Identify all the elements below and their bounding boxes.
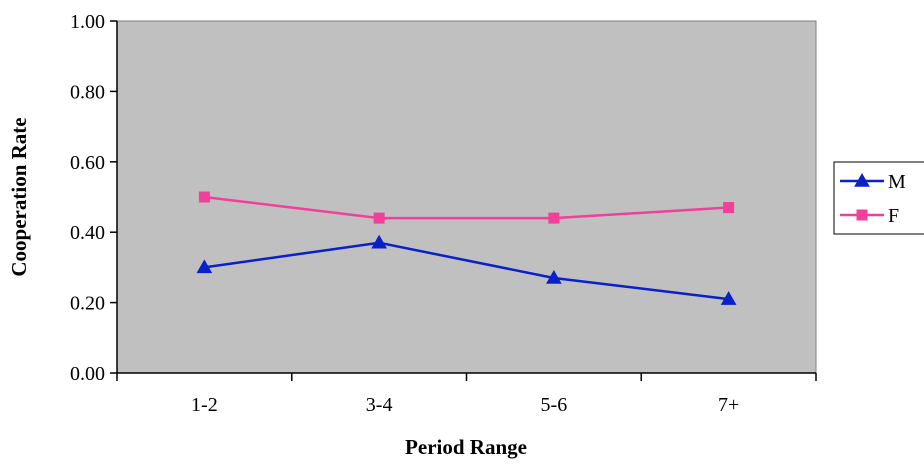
legend-box — [833, 161, 924, 235]
legend-marker-f — [856, 209, 868, 221]
y-tick-label: 0.20 — [70, 293, 105, 315]
x-axis-title: Period Range — [405, 435, 527, 459]
data-point-f — [198, 191, 210, 203]
x-axis: 1-2 3-4 5-6 7+ — [116, 372, 817, 416]
data-point-f — [373, 212, 385, 224]
x-tick-label: 3-4 — [366, 394, 393, 416]
y-tick-label: 0.00 — [70, 363, 105, 385]
series-line-f — [204, 195, 729, 220]
data-point-f — [548, 212, 560, 224]
x-tick-label: 5-6 — [541, 394, 568, 416]
x-tick-label: 1-2 — [191, 394, 218, 416]
y-axis: 0.00 0.20 0.40 0.60 0.80 1.00 — [70, 11, 118, 385]
y-tick-label: 0.60 — [70, 152, 105, 174]
data-point-m — [371, 234, 387, 249]
data-point-m — [196, 259, 213, 274]
series-layer — [196, 191, 737, 305]
y-tick-label: 1.00 — [70, 11, 105, 33]
legend-label-m: M — [888, 171, 906, 193]
data-point-m — [546, 269, 562, 284]
legend-marker-m — [854, 172, 870, 187]
data-point-m — [720, 291, 737, 305]
y-tick-label: 0.80 — [70, 81, 105, 103]
y-axis-title: Cooperation Rate — [7, 117, 31, 276]
legend: MF — [833, 161, 924, 235]
plot-area — [116, 20, 817, 374]
legend-label-f: F — [888, 205, 899, 227]
series-line-m — [204, 241, 729, 301]
y-tick-label: 0.40 — [70, 222, 105, 244]
data-point-f — [723, 202, 735, 214]
x-tick-label: 7+ — [718, 394, 739, 416]
